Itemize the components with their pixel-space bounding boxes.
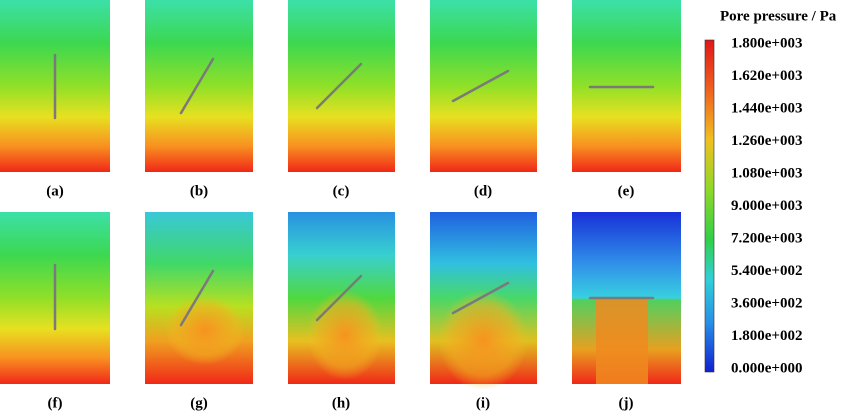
- crack: [179, 57, 215, 115]
- crack: [451, 281, 510, 315]
- contour-panel: [430, 0, 537, 172]
- panel-label: (e): [618, 183, 635, 199]
- pressure-zone: [307, 290, 383, 380]
- crack: [315, 274, 363, 322]
- pressure-zone: [438, 290, 528, 390]
- colorbar-tick-label: 7.200e+003: [731, 230, 802, 246]
- panel-label: (d): [474, 183, 492, 199]
- colorbar-tick-label: 3.600e+002: [731, 295, 802, 311]
- colorbar-tick-label: 1.800e+002: [731, 328, 802, 344]
- colorbar-tick-label: 1.800e+003: [731, 35, 802, 51]
- panel-label: (j): [619, 395, 634, 411]
- colorbar-tick-label: 1.080e+003: [731, 165, 802, 181]
- crack: [179, 269, 215, 327]
- panel-label: (i): [476, 395, 490, 411]
- colorbar-tick-label: 1.260e+003: [731, 133, 802, 149]
- contour-panel: [145, 0, 253, 172]
- colorbar-title: Pore pressure / Pa: [720, 8, 837, 24]
- panel-label: (b): [190, 183, 208, 199]
- colorbar-tick-label: 9.000e+003: [731, 198, 802, 214]
- contour-panel: [288, 0, 395, 172]
- panel-label: (g): [190, 395, 208, 411]
- panel-label: (h): [332, 395, 350, 411]
- crack: [315, 62, 363, 110]
- colorbar-tick-label: 0.000e+000: [731, 360, 802, 376]
- colorbar: [704, 39, 715, 373]
- panel-label: (f): [48, 395, 63, 411]
- colorbar-tick-label: 5.400e+002: [731, 263, 802, 279]
- pressure-zone: [596, 298, 648, 384]
- panel-label: (c): [333, 183, 350, 199]
- colorbar-tick-label: 1.440e+003: [731, 100, 802, 116]
- colorbar-tick-label: 1.620e+003: [731, 68, 802, 84]
- panel-label: (a): [46, 183, 64, 199]
- pressure-zone: [165, 295, 245, 365]
- crack: [451, 69, 510, 103]
